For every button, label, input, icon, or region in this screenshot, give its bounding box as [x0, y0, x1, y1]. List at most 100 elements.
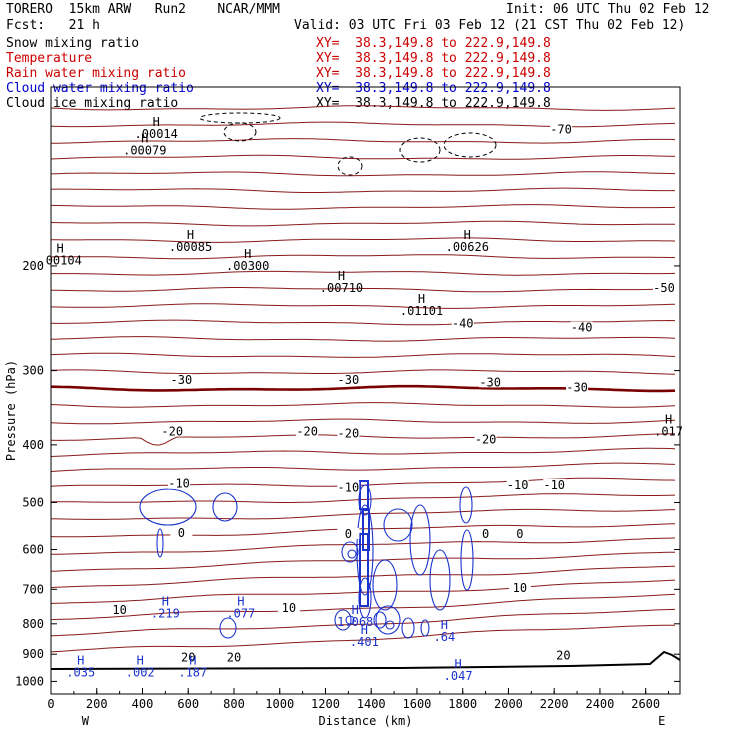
temperature-contour	[50, 187, 675, 193]
temperature-label: 0	[178, 526, 185, 540]
cloud-water-contour	[334, 609, 352, 631]
maximum-value-label: .00626	[446, 240, 489, 254]
init-time: Init: 06 UTC Thu 02 Feb 12	[506, 2, 710, 17]
temperature-contour	[50, 254, 676, 260]
temperature-contour	[51, 287, 676, 293]
x-tick-label: 1200	[311, 697, 340, 711]
temperature-label-bg	[161, 425, 184, 437]
temperature-label-bg	[652, 282, 675, 294]
temperature-label: -30	[171, 373, 193, 387]
temperature-label-bg	[566, 381, 589, 393]
temperature-contour	[50, 303, 676, 309]
maximum-value-label: .077	[226, 606, 255, 620]
cloud-water-contour	[429, 549, 451, 611]
forecast-hour: Fcst: 21 h	[6, 18, 100, 33]
terrain-surface	[50, 650, 681, 670]
field-name: Cloud water mixing ratio	[6, 81, 194, 96]
maximum-marker: H	[137, 653, 144, 667]
temperature-label-bg	[108, 604, 131, 616]
maximum-value-label: .00710	[320, 281, 363, 295]
maximum-marker: H	[141, 132, 148, 146]
cloud-water-contour	[409, 504, 431, 576]
cloud-water-contour	[212, 492, 238, 522]
temperature-label-bg	[337, 481, 360, 493]
y-tick-label: 700	[22, 582, 44, 596]
maximum-value-label: .00079	[123, 144, 166, 158]
maximum-value-label: .187	[178, 665, 207, 679]
x-axis-title: Distance (km)	[319, 714, 413, 728]
temperature-label-bg	[550, 123, 573, 135]
temperature-contour	[50, 462, 676, 472]
field-name: Temperature	[6, 51, 93, 66]
x-tick-label: 600	[177, 697, 199, 711]
maximum-marker: H	[455, 657, 462, 671]
cloud-ice-contour	[399, 137, 441, 163]
temperature-label: 0	[482, 527, 489, 541]
temperature-contour	[50, 608, 676, 637]
temperature-label-bg	[508, 582, 531, 594]
field-xy: XY= 38.3,149.8 to 222.9,149.8	[316, 51, 551, 66]
maximum-value-label: .00085	[169, 240, 212, 254]
maximum-marker: H	[187, 228, 194, 242]
maximum-value-label: .401	[350, 635, 379, 649]
temperature-label-bg	[337, 528, 360, 540]
x-tick-label: 2200	[540, 697, 569, 711]
temperature-contour	[50, 593, 676, 621]
x-end-label-east: E	[658, 714, 665, 728]
x-end-label-west: W	[82, 714, 90, 728]
maximum-value-label: .219	[151, 606, 180, 620]
temperature-contour	[50, 402, 676, 408]
cloud-water-contour	[375, 605, 401, 635]
temperature-label: 10	[513, 581, 527, 595]
temperature-label-bg	[170, 373, 193, 385]
temperature-contour	[51, 270, 676, 276]
terrain-line	[50, 650, 681, 670]
cloud-water-contour	[372, 559, 398, 611]
maximum-marker: H	[153, 115, 160, 129]
maximum-value-label: .00104	[38, 254, 81, 268]
temperature-label-bg	[277, 601, 300, 613]
cloud-ice-contours	[199, 112, 497, 176]
cloud-ice-contour	[199, 112, 281, 124]
temperature-contour	[50, 624, 675, 653]
temperature-contour	[50, 433, 676, 446]
temperature-label: -40	[452, 317, 474, 331]
temperature-label: 20	[556, 649, 570, 663]
temperature-contour	[50, 565, 676, 589]
temperature-label: -10	[507, 478, 529, 492]
cloud-water-contours	[139, 480, 474, 639]
model-title: TORERO 15km ARW Run2 NCAR/MMM	[6, 2, 280, 17]
temperature-label-bg	[296, 425, 319, 437]
maximum-marker: H	[237, 594, 244, 608]
temperature-label: -30	[338, 373, 360, 387]
x-tick-label: 2600	[631, 697, 660, 711]
y-tick-label: 300	[22, 364, 44, 378]
maximum-value-label: .017	[654, 425, 683, 439]
maximum-marker: H	[441, 618, 448, 632]
temperature-label: -70	[550, 123, 572, 137]
x-tick-label: 800	[223, 697, 245, 711]
cloud-water-contour	[356, 504, 374, 596]
cloud-water-contour	[401, 617, 415, 639]
y-tick-label: 600	[22, 543, 44, 557]
temperature-label-bg	[570, 321, 593, 333]
temperature-contour-lines	[50, 105, 676, 653]
maximum-value-label: .047	[444, 669, 473, 683]
temperature-contour	[50, 138, 676, 144]
temperature-label: 10	[282, 601, 296, 615]
temperature-contour	[50, 336, 676, 342]
maximum-marker: H	[77, 653, 84, 667]
x-tick-label: 400	[132, 697, 154, 711]
temperature-contour	[51, 237, 676, 243]
temperature-label: -40	[571, 321, 593, 335]
y-tick-label: 900	[22, 647, 44, 661]
cloud-water-contour	[420, 619, 430, 637]
cloud-water-contour	[139, 488, 197, 526]
x-tick-label: 1600	[403, 697, 432, 711]
cloud-ice-contour	[223, 122, 257, 142]
temperature-label: 20	[181, 651, 195, 665]
temperature-contour	[50, 447, 676, 457]
temperature-contour	[50, 418, 676, 425]
temperature-label: -20	[296, 425, 318, 439]
